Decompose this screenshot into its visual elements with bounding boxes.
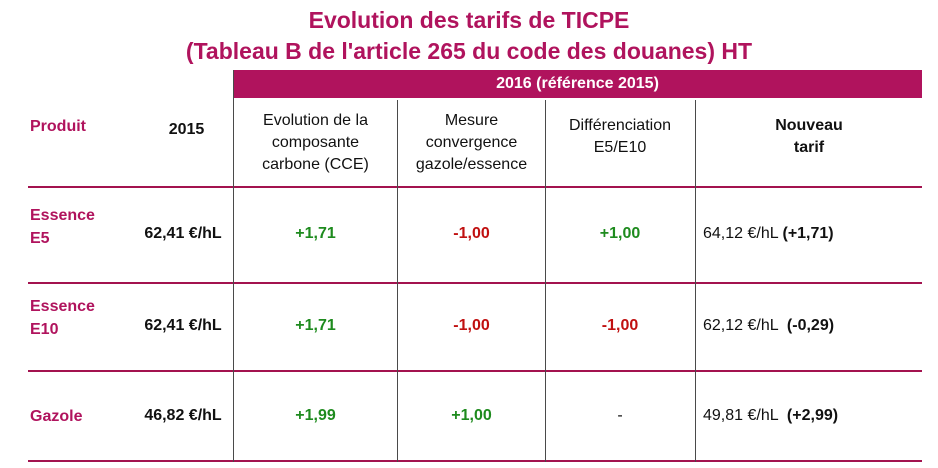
header-mesure-line-3: gazole/essence — [415, 156, 528, 173]
header-diff-line-1: Différenciation — [569, 117, 671, 134]
header-diff-line-2: E5/E10 — [593, 139, 647, 156]
header-nouveau-line-2: tarif — [793, 139, 825, 156]
header-nouveau-line-1: Nouveau — [775, 117, 843, 134]
row-essence-e5-2015: 62,41 €/hL — [144, 225, 222, 242]
row-gazole-produit: Gazole — [30, 401, 140, 431]
header-mesure-line-1: Mesure — [444, 112, 499, 129]
produit-line-2: E5 — [30, 230, 50, 247]
produit-line-1: Essence — [30, 207, 95, 224]
row-gazole-2015: 46,82 €/hL — [144, 407, 222, 424]
row-essence-e10-produit: Essence E10 — [30, 295, 140, 357]
column-divider — [397, 100, 398, 462]
nouveau-value: 64,12 €/hL — [703, 225, 783, 242]
produit-line-1: Gazole — [30, 407, 83, 425]
header-mesure: Mesure convergence gazole/essence — [398, 100, 545, 186]
table-subtitle: (Tableau B de l'article 265 du code des … — [185, 38, 753, 64]
row-essence-e10-2015: 62,41 €/hL — [144, 317, 222, 334]
header-cce-line-1: Evolution de la — [263, 112, 368, 129]
header-differenciation: Différenciation E5/E10 — [546, 108, 694, 166]
column-divider — [695, 100, 696, 462]
row-essence-e10-nouveau: 62,12 €/hL (-0,29) — [703, 311, 918, 341]
row-gazole-mesure: +1,00 — [451, 407, 492, 424]
produit-line-2: E10 — [30, 321, 59, 338]
table-title: Evolution des tarifs de TICPE — [308, 7, 630, 33]
header-mesure-line-2: convergence — [425, 134, 518, 151]
header-nouveau-tarif: Nouveau tarif — [696, 108, 922, 166]
column-divider — [233, 70, 234, 462]
nouveau-value: 62,12 €/hL — [703, 317, 787, 334]
produit-line-1: Essence — [30, 298, 95, 315]
row-essence-e5-produit: Essence E5 — [30, 204, 140, 266]
row-divider-2 — [28, 370, 922, 372]
row-gazole-cce: +1,99 — [295, 407, 336, 424]
row-essence-e5-mesure: -1,00 — [453, 225, 490, 242]
nouveau-delta: (-0,29) — [786, 317, 835, 334]
row-gazole-nouveau: 49,81 €/hL (+2,99) — [703, 401, 918, 431]
header-2015: 2015 — [168, 121, 205, 138]
header-divider — [28, 186, 922, 188]
nouveau-value: 49,81 €/hL — [703, 407, 787, 424]
row-essence-e10-mesure: -1,00 — [453, 317, 490, 334]
row-divider-1 — [28, 282, 922, 284]
column-divider — [545, 100, 546, 462]
header-cce-line-3: carbone (CCE) — [262, 156, 369, 173]
header-cce-line-2: composante — [271, 134, 360, 151]
header-cce: Evolution de la composante carbone (CCE) — [234, 100, 397, 186]
row-essence-e5-cce: +1,71 — [295, 225, 336, 242]
row-essence-e5-diff: +1,00 — [599, 225, 641, 242]
bottom-rule — [28, 460, 922, 462]
reference-year-band: 2016 (référence 2015) — [233, 70, 922, 98]
row-essence-e10-diff: -1,00 — [601, 317, 639, 334]
nouveau-delta: (+1,71) — [782, 225, 834, 242]
row-gazole-diff: - — [617, 407, 623, 424]
nouveau-delta: (+2,99) — [786, 407, 839, 424]
row-essence-e5-nouveau: 64,12 €/hL (+1,71) — [703, 219, 918, 249]
row-essence-e10-cce: +1,71 — [295, 317, 336, 334]
header-produit: Produit — [30, 118, 86, 135]
